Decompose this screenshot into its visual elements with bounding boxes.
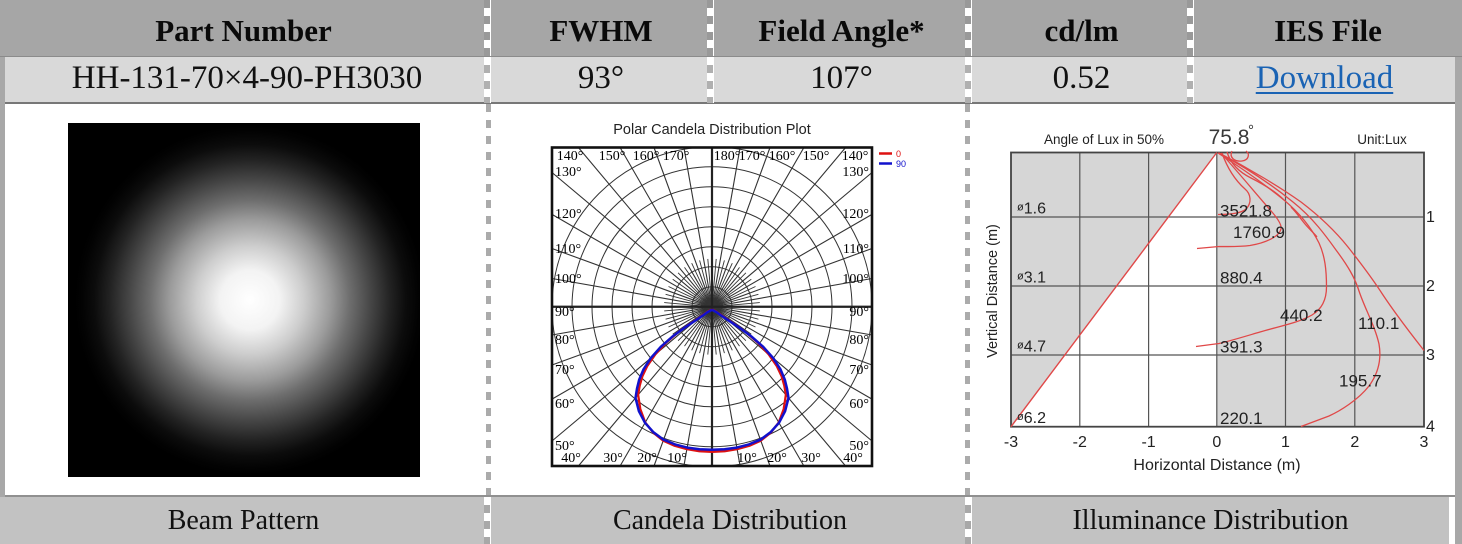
svg-text:ø4.7: ø4.7: [1017, 339, 1046, 356]
svg-text:160°: 160°: [633, 149, 660, 164]
svg-text:75.8: 75.8: [1209, 126, 1250, 149]
svg-text:20°: 20°: [767, 451, 787, 466]
svg-text:10°: 10°: [737, 451, 757, 466]
svg-text:30°: 30°: [801, 451, 821, 466]
svg-text:195.7: 195.7: [1339, 372, 1382, 391]
svg-text:Horizontal Distance (m): Horizontal Distance (m): [1133, 457, 1300, 474]
svg-text:90°: 90°: [555, 305, 575, 320]
svg-text:160°: 160°: [769, 149, 796, 164]
svg-text:391.3: 391.3: [1220, 338, 1263, 357]
svg-text:3: 3: [1426, 347, 1435, 364]
svg-text:0: 0: [1212, 434, 1221, 451]
svg-text:110°: 110°: [843, 242, 869, 257]
svg-text:2: 2: [1350, 434, 1359, 451]
svg-text:100°: 100°: [555, 272, 582, 287]
svg-text:3521.8: 3521.8: [1220, 202, 1272, 221]
svg-text:3: 3: [1420, 434, 1429, 451]
svg-text:140°: 140°: [557, 149, 584, 164]
svg-text:10°: 10°: [667, 451, 687, 466]
svg-text:170°: 170°: [739, 149, 766, 164]
svg-text:150°: 150°: [599, 149, 626, 164]
svg-text:110°: 110°: [555, 242, 581, 257]
svg-text:0: 0: [896, 149, 901, 159]
svg-text:150°: 150°: [803, 149, 830, 164]
svg-text:70°: 70°: [849, 363, 869, 378]
svg-text:ø1.6: ø1.6: [1017, 201, 1046, 218]
svg-text:70°: 70°: [555, 363, 575, 378]
svg-text:30°: 30°: [603, 451, 623, 466]
svg-text:ø6.2: ø6.2: [1017, 410, 1046, 427]
svg-text:1: 1: [1426, 209, 1435, 226]
svg-text:170°: 170°: [663, 149, 690, 164]
svg-text:110.1: 110.1: [1358, 314, 1399, 333]
svg-text:80°: 80°: [849, 333, 869, 348]
svg-text:Vertical Distance (m): Vertical Distance (m): [985, 224, 1001, 358]
svg-text:20°: 20°: [637, 451, 657, 466]
svg-text:80°: 80°: [555, 333, 575, 348]
svg-text:50°: 50°: [849, 439, 869, 454]
svg-text:-2: -2: [1073, 434, 1087, 451]
svg-text:°: °: [1248, 122, 1254, 139]
svg-text:60°: 60°: [555, 397, 575, 412]
svg-text:130°: 130°: [555, 165, 582, 180]
svg-text:90°: 90°: [849, 305, 869, 320]
svg-text:140°: 140°: [842, 149, 869, 164]
svg-text:ø3.1: ø3.1: [1017, 270, 1046, 287]
svg-text:130°: 130°: [842, 165, 869, 180]
svg-text:120°: 120°: [842, 207, 869, 222]
svg-text:2: 2: [1426, 278, 1435, 295]
svg-text:Angle of Lux in 50%: Angle of Lux in 50%: [1044, 132, 1164, 147]
svg-text:50°: 50°: [555, 439, 575, 454]
svg-text:60°: 60°: [849, 397, 869, 412]
svg-text:-3: -3: [1004, 434, 1018, 451]
svg-text:90: 90: [896, 159, 906, 169]
svg-text:440.2: 440.2: [1280, 306, 1323, 325]
svg-text:-1: -1: [1141, 434, 1155, 451]
svg-text:1: 1: [1281, 434, 1290, 451]
svg-text:100°: 100°: [842, 272, 869, 287]
svg-text:40°: 40°: [843, 451, 863, 466]
svg-text:1760.9: 1760.9: [1233, 223, 1285, 242]
svg-text:Unit:Lux: Unit:Lux: [1357, 132, 1407, 147]
svg-text:220.1: 220.1: [1220, 409, 1263, 428]
svg-text:120°: 120°: [555, 207, 582, 222]
svg-text:4: 4: [1426, 419, 1435, 436]
svg-text:180°: 180°: [714, 149, 741, 164]
svg-text:880.4: 880.4: [1220, 269, 1263, 288]
svg-text:40°: 40°: [561, 451, 581, 466]
